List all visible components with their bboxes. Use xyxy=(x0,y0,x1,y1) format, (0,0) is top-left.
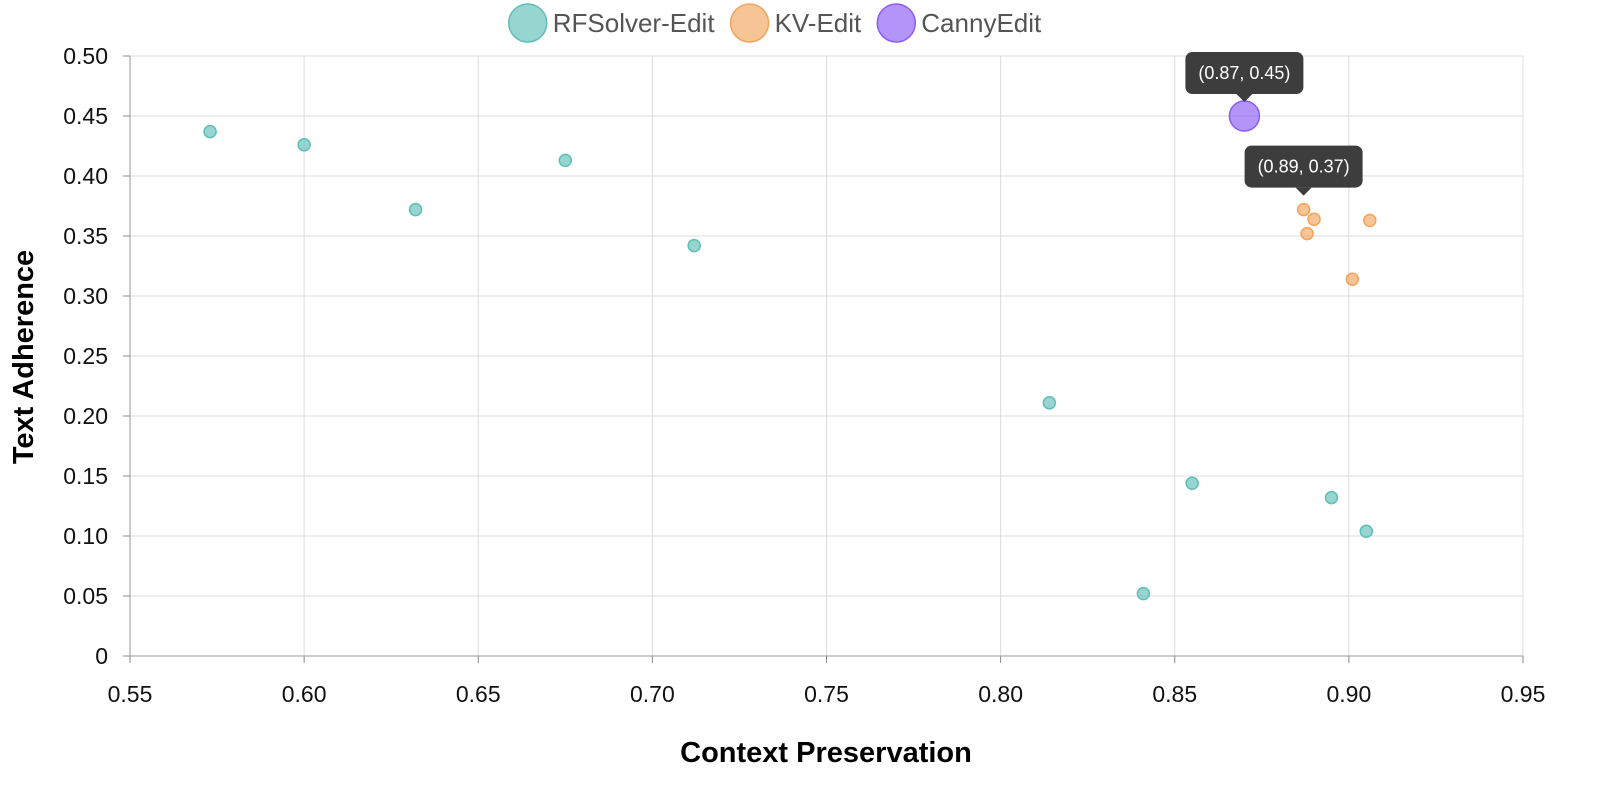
y-tick-label: 0.25 xyxy=(63,343,108,369)
legend-marker xyxy=(729,3,770,43)
legend-label: CannyEdit xyxy=(921,8,1042,38)
tooltip-text: (0.89, 0.37) xyxy=(1258,157,1350,177)
tooltip-box xyxy=(1185,52,1304,94)
y-tick-label: 0.30 xyxy=(63,283,108,309)
y-tick-label: 0.35 xyxy=(63,223,108,249)
x-tick-label: 0.65 xyxy=(456,681,501,707)
y-tick-label: 0.20 xyxy=(63,403,108,429)
x-tick-label: 0.85 xyxy=(1152,681,1197,707)
data-point xyxy=(1042,396,1057,410)
data-point xyxy=(1345,272,1360,286)
legend-marker xyxy=(507,3,548,43)
x-tick-label: 0.75 xyxy=(804,681,849,707)
data-point xyxy=(1359,524,1374,538)
x-axis-title: Context Preservation xyxy=(680,737,972,769)
data-point xyxy=(408,202,423,217)
data-point xyxy=(558,153,573,168)
tooltip-pointer xyxy=(1236,94,1253,102)
legend-item: KV-Edit xyxy=(729,3,862,43)
data-point xyxy=(1307,212,1321,226)
data-point xyxy=(1363,213,1377,228)
data-point xyxy=(1228,100,1261,132)
data-point xyxy=(687,238,701,253)
x-tick-label: 0.95 xyxy=(1501,681,1546,707)
y-axis-title: Text Adherence xyxy=(8,250,40,464)
tooltip: (0.89, 0.37) xyxy=(1244,145,1363,196)
data-point xyxy=(297,138,311,152)
y-tick-label: 0.05 xyxy=(63,583,108,609)
axis-layer: 0.55 0.60 0.65 0.70 0.75 0.80 0.85 0.90 0.95 0 0.0… xyxy=(63,43,1545,707)
y-tick-label: 0.50 xyxy=(63,43,108,69)
legend-item: RFSolver-Edit xyxy=(507,3,716,43)
grid-layer xyxy=(129,55,1524,657)
x-tick-label: 0.90 xyxy=(1326,681,1371,707)
tooltip-layer: (0.87, 0.45) (0.89, 0.37) xyxy=(1185,52,1363,196)
data-point xyxy=(203,124,217,139)
tooltip-pointer xyxy=(1295,187,1312,196)
data-point xyxy=(1300,226,1314,241)
data-point xyxy=(1136,586,1151,601)
y-tick-label: 0 xyxy=(95,643,108,669)
legend-item: CannyEdit xyxy=(876,3,1042,43)
x-tick-label: 0.80 xyxy=(978,681,1023,707)
legend-label: RFSolver-Edit xyxy=(553,8,716,38)
x-tick-label: 0.70 xyxy=(630,681,675,707)
x-tick-label: 0.60 xyxy=(282,681,327,707)
legend: RFSolver-Edit KV-Edit CannyEdit xyxy=(507,3,1042,43)
y-tick-label: 0.45 xyxy=(63,103,108,129)
y-tick-label: 0.15 xyxy=(63,463,108,489)
data-point xyxy=(1185,476,1199,490)
tooltip-text: (0.87, 0.45) xyxy=(1198,63,1290,83)
y-tick-label: 0.10 xyxy=(63,523,108,549)
legend-label: KV-Edit xyxy=(775,8,862,38)
y-tick-label: 0.40 xyxy=(63,163,108,189)
tooltip-box xyxy=(1244,145,1363,188)
x-tick-label: 0.55 xyxy=(108,681,153,707)
tooltip: (0.87, 0.45) xyxy=(1185,52,1304,102)
data-point xyxy=(1296,202,1311,217)
legend-marker xyxy=(876,3,917,43)
points-layer xyxy=(203,100,1377,601)
data-point xyxy=(1324,490,1339,505)
